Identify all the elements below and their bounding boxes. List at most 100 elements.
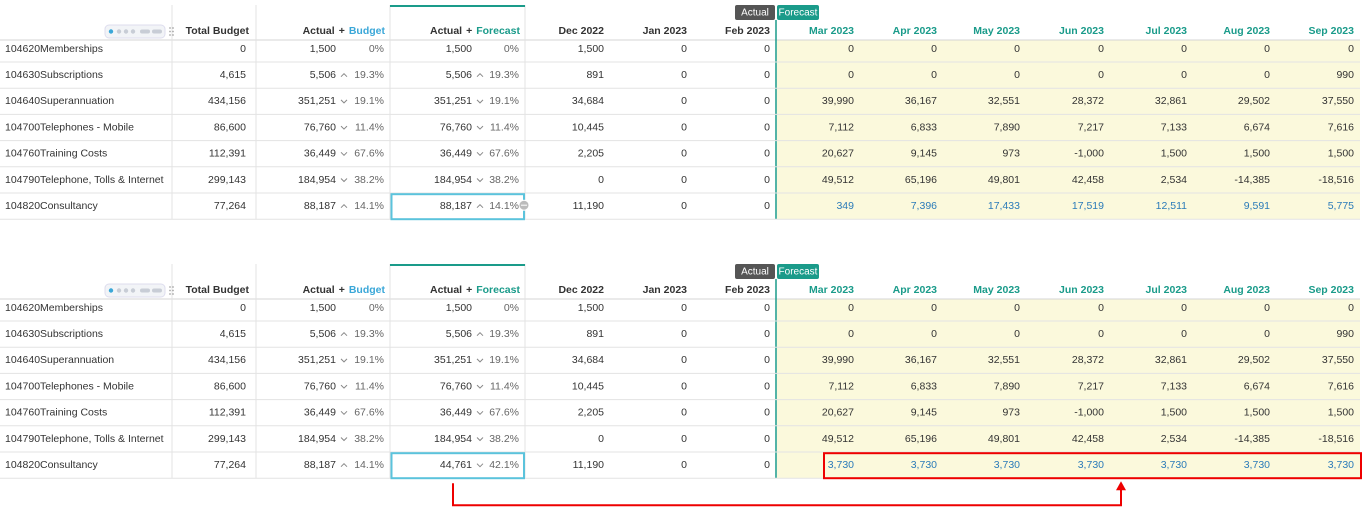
row-code: 104630	[5, 328, 40, 340]
header-month-forecast: Apr 2023	[893, 25, 938, 37]
row-actual-month: 0	[764, 43, 770, 55]
drag-handle-dot	[169, 27, 171, 29]
row-af-pct: 11.4%	[490, 380, 519, 392]
drag-handle-dot	[172, 286, 174, 288]
trend-down	[340, 358, 348, 363]
row-af: 184,954	[434, 174, 472, 186]
row-actual-month: 0	[598, 174, 604, 186]
row-ab: 184,954	[298, 174, 336, 186]
selected-cell	[390, 452, 525, 480]
pager-bar	[152, 288, 162, 293]
row-forecast-month: 0	[1014, 302, 1020, 314]
row-forecast-month: 5,775	[1328, 200, 1354, 212]
row-af: 5,506	[446, 328, 472, 340]
row-forecast-month: -1,000	[1074, 407, 1104, 419]
row-forecast-month: 32,551	[988, 354, 1020, 366]
trend-up	[476, 72, 484, 78]
row-code: 104640	[5, 354, 40, 366]
drag-handle-dot	[172, 27, 174, 29]
row-total: 0	[240, 43, 246, 55]
row-forecast-month: 37,550	[1322, 95, 1354, 107]
row-ab: 36,449	[304, 407, 336, 419]
trend-up	[476, 331, 484, 337]
header-month: Dec 2022	[558, 284, 604, 296]
trend-up	[340, 331, 348, 337]
pager-bar	[140, 29, 150, 34]
row-actual-month: 0	[681, 148, 687, 160]
row-ab: 351,251	[298, 354, 336, 366]
header-month: Feb 2023	[725, 284, 770, 296]
pager-dot	[108, 288, 114, 293]
row-actual-month: 0	[764, 354, 770, 366]
header-month-forecast: Aug 2023	[1223, 284, 1270, 296]
row-forecast-month: 1,500	[1161, 148, 1187, 160]
row-name: Telephones - Mobile	[40, 380, 134, 392]
header-month-forecast: Aug 2023	[1223, 25, 1270, 37]
row-af-pct: 0%	[504, 43, 519, 55]
pager-dot	[130, 29, 136, 34]
row-forecast-month: 990	[1336, 69, 1354, 81]
row-forecast-month: 7,396	[911, 200, 937, 212]
row-code: 104790	[5, 433, 40, 445]
row-forecast-month: 0	[1098, 302, 1104, 314]
forecast-area	[777, 40, 1360, 220]
row-ab-pct: 19.1%	[354, 95, 384, 107]
row-name: Superannuation	[40, 354, 114, 366]
trend-down	[340, 178, 348, 183]
header-actual-forecast-plus: +	[466, 25, 472, 37]
row-forecast-month: 0	[1181, 69, 1187, 81]
row-name: Consultancy	[40, 459, 99, 471]
row-forecast-month: 2,534	[1161, 174, 1187, 186]
header-month-forecast: Apr 2023	[893, 284, 938, 296]
row-name: Subscriptions	[40, 328, 103, 340]
row-actual-month: 11,190	[573, 200, 604, 212]
row-forecast-month: 3,730	[911, 459, 937, 471]
row-forecast-month: 0	[848, 302, 854, 314]
row-actual-month: 891	[586, 69, 604, 81]
row-forecast-month: 0	[931, 328, 937, 340]
row-name: Subscriptions	[40, 69, 103, 81]
row-ab: 1,500	[310, 43, 336, 55]
row-forecast-month: 49,801	[988, 174, 1020, 186]
drag-handle-dot	[172, 289, 174, 292]
row-af: 36,449	[440, 407, 472, 419]
trend-down	[340, 384, 348, 389]
row-af: 1,500	[446, 302, 472, 314]
row-actual-month: 1,500	[578, 302, 604, 314]
row-actual-month: 0	[764, 95, 770, 107]
row-actual-month: 2,205	[578, 407, 604, 419]
row-actual-month: 0	[681, 407, 687, 419]
row-forecast-month: 39,990	[822, 354, 854, 366]
row-forecast-month: 0	[1181, 302, 1187, 314]
row-forecast-month: 7,112	[829, 121, 855, 133]
row-forecast-month: 6,674	[1244, 380, 1270, 392]
row-forecast-month: 0	[1264, 328, 1270, 340]
row-actual-month: 2,205	[578, 148, 604, 160]
drag-handle-dot	[169, 34, 171, 36]
row-ab: 5,506	[310, 69, 336, 81]
row-actual-month: 10,445	[572, 380, 604, 392]
badge-forecast-label: Forecast	[779, 8, 818, 19]
row-actual-month: 0	[764, 328, 770, 340]
row-forecast-month: 3,730	[1161, 459, 1187, 471]
header-actual-forecast-plus: +	[466, 284, 472, 296]
row-forecast-month: 17,433	[988, 200, 1020, 212]
row-ab-pct: 0%	[369, 43, 384, 55]
selected-cell	[390, 193, 525, 221]
trend-down	[476, 410, 484, 416]
trend-down	[476, 178, 484, 183]
header-month: Jan 2023	[643, 25, 688, 37]
row-forecast-month: 20,627	[822, 148, 854, 160]
row-forecast-month: 3,730	[994, 459, 1020, 471]
trend-down	[340, 151, 348, 157]
header-actual-budget-plus: +	[339, 284, 345, 296]
row-ab: 76,760	[304, 380, 336, 392]
row-af-pct: 42.1%	[489, 459, 519, 471]
row-forecast-month: 6,674	[1244, 121, 1270, 133]
trend-down	[476, 384, 484, 389]
row-forecast-month: -18,516	[1318, 174, 1354, 186]
row-ab-pct: 11.4%	[355, 380, 384, 392]
row-actual-month: 0	[764, 69, 770, 81]
row-forecast-month: 0	[1014, 328, 1020, 340]
row-code: 104620	[5, 302, 40, 314]
